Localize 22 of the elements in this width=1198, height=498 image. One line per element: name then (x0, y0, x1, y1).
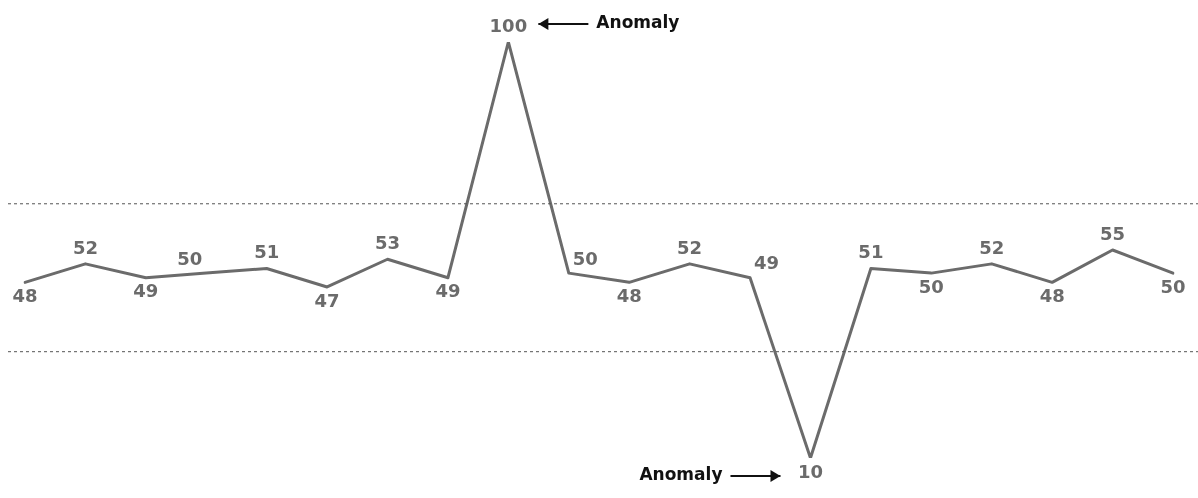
data-label: 53 (375, 231, 401, 253)
data-label: 48 (1039, 285, 1065, 307)
data-label: 50 (1160, 275, 1186, 297)
data-label: 100 (489, 14, 528, 36)
text: Anomaly (596, 12, 680, 33)
data-label: 48 (616, 285, 642, 307)
data-label: 51 (254, 241, 280, 263)
data-label: 55 (1100, 222, 1126, 244)
data-label: 49 (435, 280, 461, 302)
data-label: 10 (797, 460, 823, 482)
data-label: 52 (72, 236, 98, 258)
data-label: 52 (979, 236, 1005, 258)
data-label: 48 (12, 285, 38, 307)
data-label: 50 (918, 275, 944, 297)
data-label: 52 (677, 236, 703, 258)
data-label: 49 (754, 252, 780, 274)
data-label: 51 (858, 241, 884, 263)
data-label: 49 (133, 280, 159, 302)
data-label: 50 (177, 247, 203, 269)
data-label: 50 (572, 247, 598, 269)
text: Anomaly (639, 464, 723, 485)
data-label: 47 (314, 289, 340, 311)
